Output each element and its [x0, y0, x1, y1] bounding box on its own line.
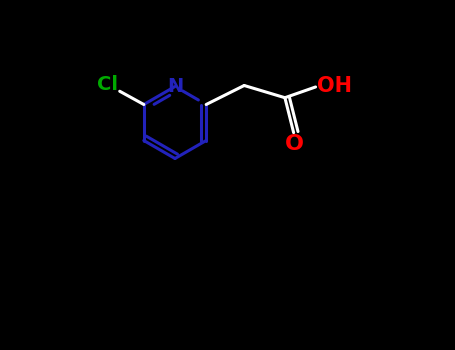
Text: N: N [167, 77, 183, 96]
Text: OH: OH [317, 76, 352, 96]
Text: O: O [285, 134, 304, 154]
Text: Cl: Cl [97, 75, 118, 94]
